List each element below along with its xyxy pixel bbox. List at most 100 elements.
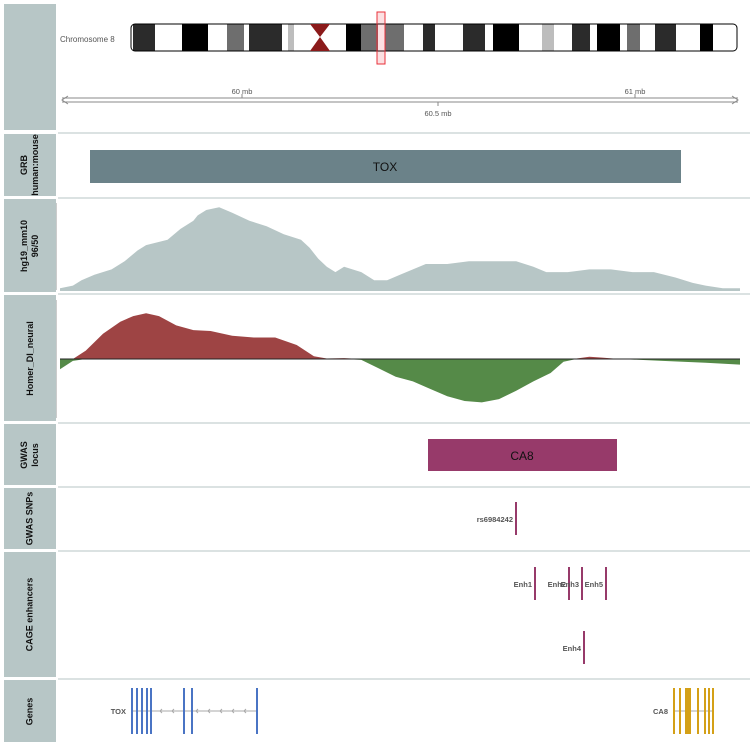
enhancer-label: Enh5 [585, 580, 603, 589]
genome-axis: 60 mb 60.5 mb 61 mb [61, 87, 739, 118]
centromere [310, 24, 330, 37]
ideogram-band [655, 24, 676, 51]
homer-y-tick-label: -600 [36, 413, 50, 420]
gene-exons [673, 688, 714, 734]
ideogram-band [182, 24, 208, 51]
conservation-y-tick-label: 1 [46, 262, 50, 269]
gene-exon [679, 688, 681, 734]
gene-exon [191, 688, 193, 734]
ideogram-band [346, 24, 361, 51]
homer-track: 600 400 200 0 -200 -400 -600 [36, 300, 740, 420]
strand-chevron [159, 708, 163, 714]
enhancer-marker[interactable] [534, 567, 536, 600]
ideogram-band [227, 24, 244, 51]
gene-exon [256, 688, 258, 734]
enhancer-marker[interactable] [568, 567, 570, 600]
enhancer-label: Enh4 [563, 644, 582, 653]
ideogram-band [597, 24, 620, 51]
homer-y-tick-label: 0 [46, 357, 50, 364]
gene-exon [697, 688, 699, 734]
grb-region-label: TOX [373, 160, 397, 174]
ideogram-band [249, 24, 282, 51]
gene-tox[interactable]: TOX [111, 688, 258, 734]
axis-arrow-right [731, 95, 739, 105]
ideogram-band [700, 24, 713, 51]
strand-chevron [231, 708, 235, 714]
gwas-locus-ca8[interactable] [428, 439, 617, 471]
gene-exon [146, 688, 148, 734]
grb-region-tox[interactable] [90, 150, 681, 183]
panel-separators [58, 132, 750, 680]
strand-chevron [219, 708, 223, 714]
strand-chevron [243, 708, 247, 714]
gene-strand-chevrons [159, 708, 247, 714]
axis-tick-label: 60 mb [232, 87, 253, 96]
gene-exon [708, 688, 710, 734]
ideogram-band [423, 24, 435, 51]
gene-exons [131, 688, 258, 734]
conservation-y-tick-label: 3 [46, 208, 50, 215]
homer-y-tick-label: -400 [36, 394, 50, 401]
homer-y-tick-label: 200 [38, 338, 50, 345]
gene-label: CA8 [653, 707, 668, 716]
gene-exon [183, 688, 185, 734]
genes-track: TOX CA8 [111, 688, 714, 734]
gene-exon [150, 688, 152, 734]
gene-label: TOX [111, 707, 126, 716]
gwas-locus-track: CA8 [428, 439, 617, 471]
gene-exon [704, 688, 706, 734]
enhancer-marker[interactable] [605, 567, 607, 600]
gene-exon [131, 688, 133, 734]
gene-exon [712, 688, 714, 734]
ideogram-band [627, 24, 640, 51]
homer-y-tick-label: 400 [38, 319, 50, 326]
ideogram-band [133, 24, 155, 51]
gene-exon [689, 688, 691, 734]
strand-chevron [171, 708, 175, 714]
gene-exon [685, 688, 687, 734]
strand-chevron [207, 708, 211, 714]
conservation-y-tick-label: 2.5 [40, 221, 50, 228]
grb-track: TOX [90, 150, 681, 183]
centromere-lower [310, 37, 330, 51]
region-highlight[interactable] [376, 11, 386, 65]
gene-exon [141, 688, 143, 734]
ideogram-band [542, 24, 554, 51]
ideogram-band [572, 24, 590, 51]
axis-arrow-left [61, 95, 69, 105]
gwas-locus-label: CA8 [510, 449, 534, 463]
homer-positive-area [60, 313, 740, 359]
gwas-snps-track: rs6984242 [477, 502, 517, 535]
conservation-track: 0.5 1 1.5 2 2.5 3 [40, 203, 740, 291]
gene-ca8[interactable]: CA8 [653, 688, 714, 734]
strand-chevron [195, 708, 199, 714]
axis-tick-label: 61 mb [625, 87, 646, 96]
cage-enhancers-track: Enh1 Enh2 Enh3 Enh5 Enh4 [514, 567, 607, 664]
ideogram-bands [133, 24, 713, 51]
gene-exon [136, 688, 138, 734]
chromosome-ideogram: Chromosome 8 [60, 11, 738, 65]
conservation-y-ticks: 0.5 1 1.5 2 2.5 3 [40, 208, 56, 282]
axis-tick-label: 60.5 mb [424, 109, 451, 118]
enhancer-label: Enh3 [561, 580, 579, 589]
ideogram-band [385, 24, 404, 51]
ideogram-band [288, 24, 294, 51]
homer-y-ticks: 600 400 200 0 -200 -400 -600 [36, 301, 56, 420]
homer-y-tick-label: -200 [36, 375, 50, 382]
enhancer-label: Enh2 [548, 580, 566, 589]
chromosome-label: Chromosome 8 [60, 35, 115, 44]
homer-negative-area [60, 359, 740, 403]
gwas-snp-label: rs6984242 [477, 515, 513, 524]
conservation-y-tick-label: 1.5 [40, 248, 50, 255]
ideogram-band [361, 24, 378, 51]
ideogram-band [493, 24, 519, 51]
gene-exon [687, 688, 689, 734]
homer-y-tick-label: 600 [38, 301, 50, 308]
gwas-snp-marker[interactable] [515, 502, 517, 535]
enhancer-marker[interactable] [583, 631, 585, 664]
conservation-y-tick-label: 2 [46, 235, 50, 242]
enhancer-marker[interactable] [581, 567, 583, 600]
ideogram-band [463, 24, 485, 51]
conservation-area [60, 207, 740, 291]
